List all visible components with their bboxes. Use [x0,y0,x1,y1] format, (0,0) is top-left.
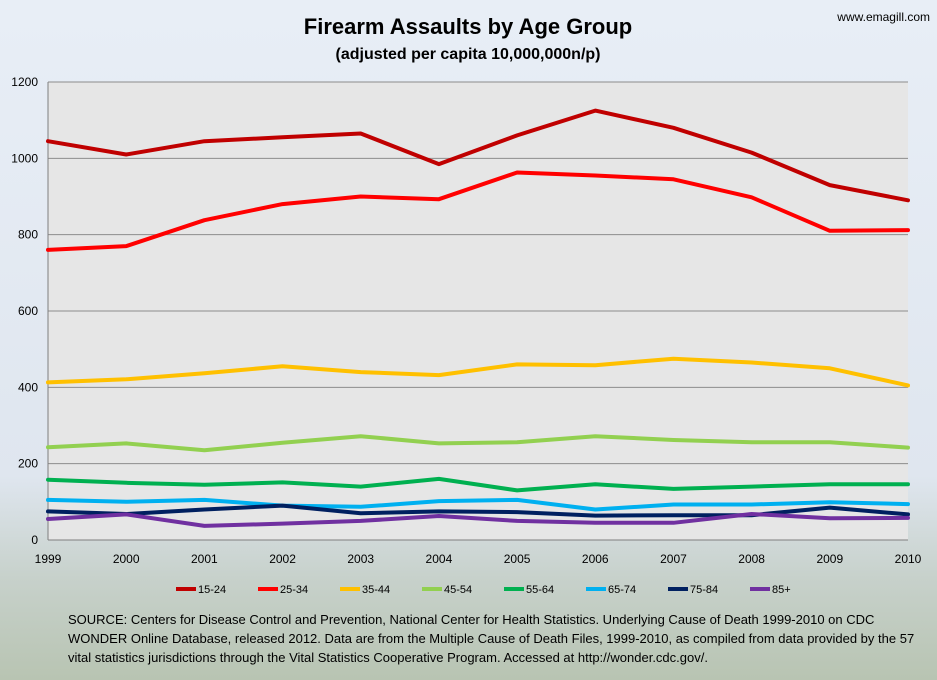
x-tick-label: 2010 [895,552,922,566]
series-line-85+ [46,512,910,528]
x-tick-label: 2000 [113,552,140,566]
x-tick-label: 2009 [816,552,843,566]
legend-label-65-74: 65-74 [608,584,636,596]
legend-label-25-34: 25-34 [280,584,308,596]
y-tick-label: 800 [18,228,38,242]
x-tick-label: 1999 [35,552,62,566]
gridlines [48,81,908,465]
series-line-25-34 [46,170,910,252]
y-tick-label: 400 [18,380,38,394]
legend-label-45-54: 45-54 [444,584,472,596]
x-tick-label: 2005 [504,552,531,566]
axes: 0 200 400 600 800 1000 1200 1999 2000 2001 2002 200… [11,75,921,566]
x-tick-label: 2003 [347,552,374,566]
series-lines [46,108,910,528]
y-tick-label: 1000 [11,151,38,165]
x-tick-label: 2008 [738,552,765,566]
y-tick-label: 1200 [11,75,38,89]
x-tick-label: 2006 [582,552,609,566]
series-line-55-64 [46,476,910,493]
legend-label-55-64: 55-64 [526,584,554,596]
y-tick-label: 200 [18,457,38,471]
series-line-45-54 [46,434,910,453]
y-tick-label: 600 [18,304,38,318]
x-tick-label: 2004 [426,552,453,566]
legend-label-35-44: 35-44 [362,584,390,596]
legend: 15-24 25-34 35-44 45-54 55-64 65-74 75-84 85+ [176,584,791,596]
x-tick-label: 2002 [269,552,296,566]
series-line-15-24 [46,108,910,203]
chart-title: Firearm Assaults by Age Group [304,14,632,39]
x-tick-label: 2001 [191,552,218,566]
x-tick-label: 2007 [660,552,687,566]
y-tick-label: 0 [31,533,38,547]
series-line-65-74 [46,497,910,512]
series-line-35-44 [46,356,910,388]
website-credit: www.emagill.com [836,10,930,24]
legend-label-85+: 85+ [772,584,791,596]
source-note: SOURCE: Centers for Disease Control and … [68,612,915,665]
legend-label-15-24: 15-24 [198,584,226,596]
legend-label-75-84: 75-84 [690,584,718,596]
chart-subtitle: (adjusted per capita 10,000,000n/p) [336,46,601,63]
